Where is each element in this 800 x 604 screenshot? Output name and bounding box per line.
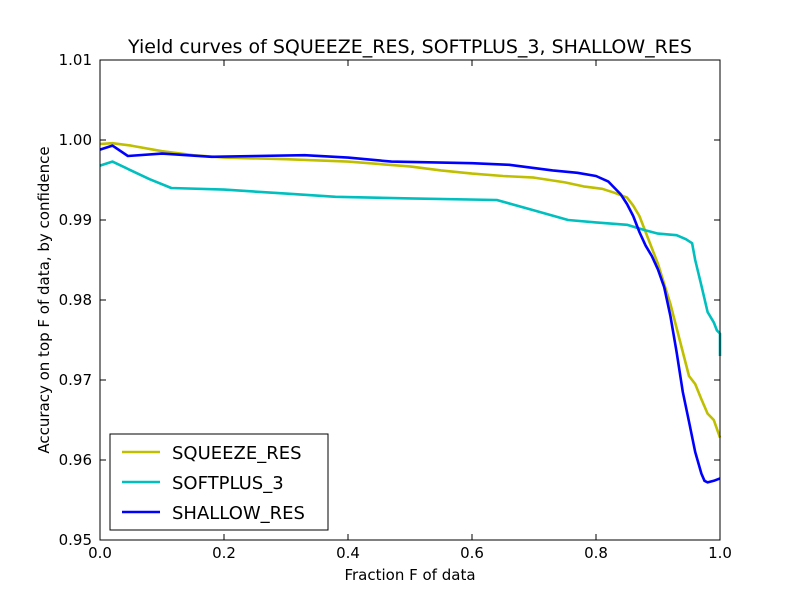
legend-label-shallow-res: SHALLOW_RES: [172, 503, 305, 524]
y-tick-label: 0.97: [59, 371, 92, 389]
x-tick-label: 1.0: [708, 544, 732, 562]
series-line-squeeze-res: [99, 141, 722, 439]
series-line-softplus-3: [99, 160, 722, 356]
series-line-shallow-res: [99, 144, 721, 484]
y-axis-label: Accuracy on top F of data, by confidence: [35, 146, 53, 453]
x-tick-label: 0.2: [212, 544, 236, 562]
legend: SQUEEZE_RES SOFTPLUS_3 SHALLOW_RES: [109, 433, 329, 531]
y-tick-label: 0.99: [59, 211, 92, 229]
x-tick-label: 0.0: [88, 544, 112, 562]
y-tick-label: 0.98: [59, 291, 92, 309]
legend-entries: SQUEEZE_RES SOFTPLUS_3 SHALLOW_RES: [122, 443, 305, 524]
x-tick-label: 0.4: [336, 544, 360, 562]
x-tick-label: 0.8: [584, 544, 608, 562]
axis-ticks-group: 0.0 0.2 0.4 0.6 0.8 1.0 0.95 0.96 0.97 0.98 0.99 1.…: [59, 51, 732, 562]
x-tick-label: 0.6: [460, 544, 484, 562]
plot-series-group: [99, 141, 722, 484]
x-axis-label: Fraction F of data: [344, 566, 475, 584]
legend-label-squeeze-res: SQUEEZE_RES: [172, 443, 302, 464]
y-tick-label: 1.00: [59, 131, 92, 149]
chart-title: Yield curves of SQUEEZE_RES, SOFTPLUS_3,…: [127, 36, 692, 58]
y-tick-label: 0.95: [59, 531, 92, 549]
y-tick-label: 1.01: [59, 51, 92, 69]
y-tick-label: 0.96: [59, 451, 92, 469]
legend-label-softplus-3: SOFTPLUS_3: [172, 473, 284, 494]
